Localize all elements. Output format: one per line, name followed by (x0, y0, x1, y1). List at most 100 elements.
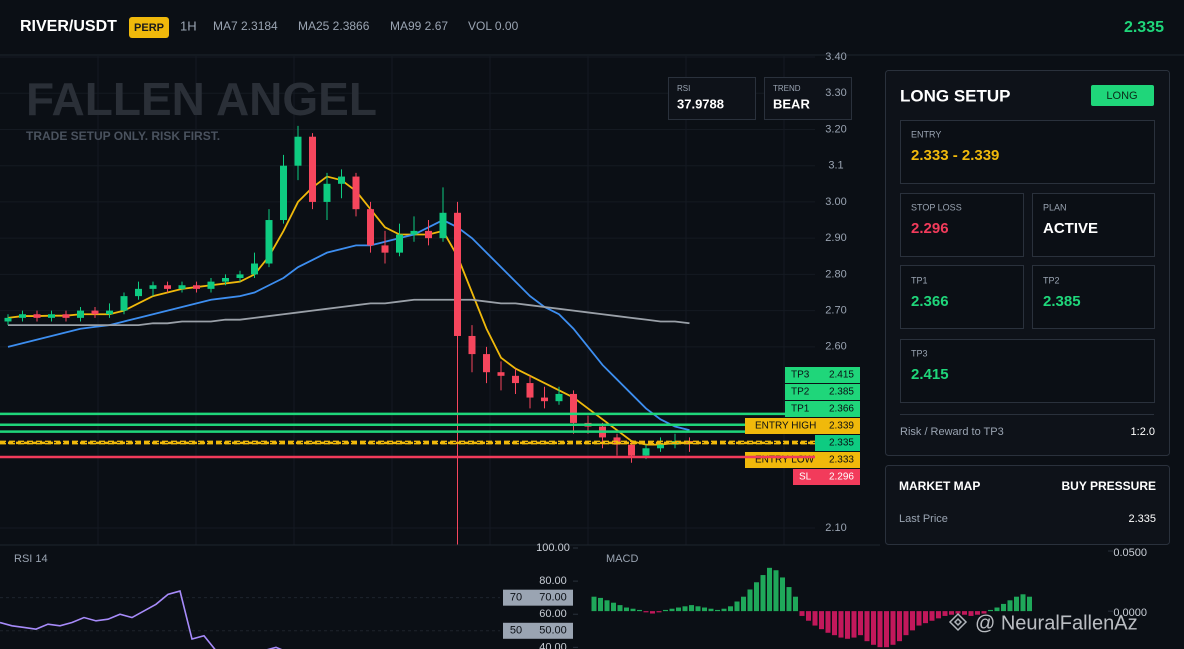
macd-bar (598, 597, 603, 612)
watermark-subtitle: TRADE SETUP ONLY. RISK FIRST. (26, 129, 220, 143)
candle-body (483, 354, 490, 373)
setup-title: LONG SETUP (900, 86, 1011, 105)
candle-body (222, 278, 229, 282)
macd-bar (702, 607, 707, 612)
candle-body (657, 444, 664, 449)
y-tick-label: 3.40 (825, 51, 846, 63)
candle-body (91, 310, 99, 315)
candle-body (352, 176, 360, 210)
candle-body (280, 165, 287, 221)
macd-tick-label: 0.0000 (1113, 607, 1147, 619)
macd-bar (630, 608, 636, 612)
candle-body (294, 136, 302, 166)
macd-bar (819, 611, 824, 630)
trend-box-label: TREND (773, 84, 801, 93)
rr-label: Risk / Reward to TP3 (900, 426, 1004, 438)
macd-bar (1007, 600, 1013, 612)
macd-bar (897, 611, 902, 642)
macd-bar (845, 611, 850, 639)
macd-bar (890, 611, 896, 645)
ma25-label: MA25 2.3866 (298, 19, 370, 33)
macd-bar (877, 611, 883, 648)
sl-card (900, 193, 1024, 257)
rsi-level-box (503, 589, 573, 606)
level-value: 2.333 (829, 455, 854, 466)
ma7-label: MA7 2.3184 (213, 19, 278, 33)
entry-card (900, 120, 1155, 184)
macd-bar (780, 577, 785, 612)
macd-bar (624, 607, 629, 612)
candle-body (265, 220, 273, 264)
macd-bar (884, 611, 889, 648)
macd-bar (903, 611, 909, 636)
long-badge[interactable]: LONG (1106, 90, 1137, 102)
candle-body (497, 372, 505, 376)
long-badge-bg[interactable] (1091, 85, 1154, 106)
entry-value: 2.333 - 2.339 (911, 147, 999, 164)
macd-bar (754, 582, 759, 612)
rsi-box (668, 77, 756, 120)
macd-bar (923, 611, 928, 624)
macd-bar (916, 611, 922, 626)
macd-bar (929, 611, 935, 621)
level-box (785, 367, 860, 383)
y-tick-label: 2.10 (825, 522, 846, 534)
level-value: 2.339 (829, 421, 854, 432)
y-tick-label: 2.70 (825, 305, 846, 317)
trend-box (764, 77, 852, 120)
macd-bar (968, 611, 974, 616)
candle-body (48, 314, 55, 318)
level-box (793, 469, 860, 485)
macd-bar (994, 607, 1000, 612)
macd-bar (669, 608, 675, 612)
rsi-box-value: 37.9788 (677, 96, 724, 111)
candle-body (193, 285, 200, 289)
macd-bar (955, 611, 961, 614)
candle-body (555, 393, 563, 402)
rsi-level-box (503, 622, 573, 639)
macd-bar (643, 611, 649, 613)
macd-bar (1020, 594, 1026, 612)
macd-chart: 0.0500 0.0000 (591, 547, 1147, 648)
candle-body (178, 285, 186, 289)
plan-label: PLAN (1043, 202, 1067, 212)
macd-bar (591, 596, 597, 612)
candle-body (439, 212, 447, 239)
rsi-panel (0, 545, 585, 649)
candle-body (396, 234, 403, 253)
symbol: RIVER/USDT (20, 18, 117, 35)
plan-value: ACTIVE (1043, 220, 1098, 237)
macd-bar (864, 611, 870, 642)
rsi-tick-label: 80.00 (539, 575, 567, 587)
candle-body (164, 285, 171, 289)
market-card (885, 465, 1170, 545)
plan-card (1032, 193, 1155, 257)
entry-label: ENTRY (911, 129, 941, 139)
macd-bar (708, 608, 714, 612)
rsi-line (0, 590, 283, 649)
macd-bar (663, 609, 668, 612)
macd-bar (741, 596, 746, 612)
macd-bar (656, 611, 662, 613)
macd-bar (1001, 603, 1006, 612)
rsi-box-label: RSI (677, 84, 690, 93)
candle-body (135, 288, 142, 297)
candle-body (454, 212, 461, 336)
macd-bar (832, 611, 837, 636)
macd-bar (975, 611, 980, 615)
macd-bar (682, 606, 688, 612)
candle-body (251, 263, 258, 275)
candle-body (33, 314, 41, 318)
candle-body (309, 136, 316, 202)
candle-body (381, 245, 389, 253)
price-box-value: 2.335 (829, 438, 854, 449)
rsi-level-value: 50 (510, 625, 522, 637)
watermark-title: FALLEN ANGEL (26, 73, 377, 125)
market-title: MARKET MAP (899, 479, 980, 493)
macd-bar (604, 600, 610, 612)
macd-bar (721, 608, 727, 612)
header-price: 2.335 (1124, 19, 1164, 36)
rsi-title: RSI 14 (14, 553, 48, 565)
rsi-chart: 100.00 80.00 60.00 40.00 70 70.00 50 50.00 (0, 542, 578, 649)
interval[interactable]: 1H (180, 18, 197, 33)
